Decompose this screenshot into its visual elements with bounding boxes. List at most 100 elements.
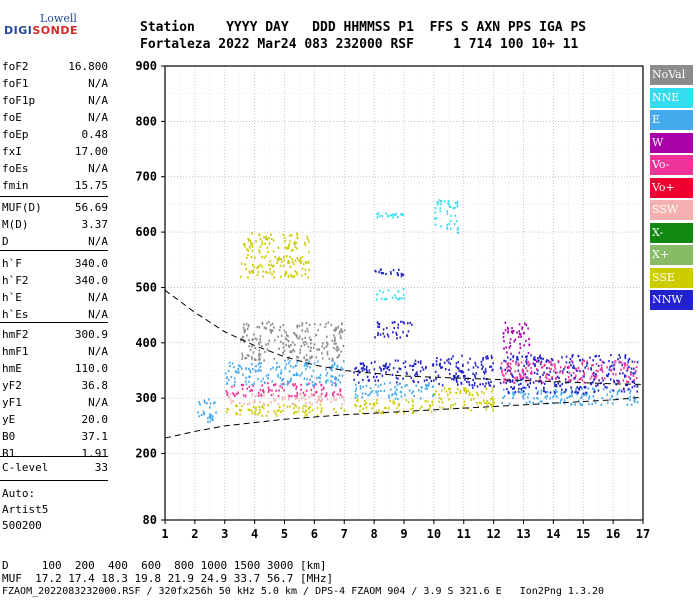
echo-dot [287,393,290,397]
echo-dot [252,384,254,387]
echo-dot [319,381,321,384]
echo-dot [377,325,379,328]
echo-dot [535,368,538,371]
echo-dot [370,391,372,394]
echo-dot [243,243,246,246]
echo-dot [225,390,228,393]
echo-dot [626,403,629,406]
echo-dot [450,357,453,360]
echo-dot [592,381,594,384]
echo-dot [493,385,495,388]
echo-dot [229,399,232,402]
echo-dot [313,386,315,389]
echo-dot [248,354,250,357]
echo-dot [449,362,452,365]
echo-dot [499,382,502,385]
echo-dot [296,233,299,236]
echo-dot [277,394,280,398]
echo-dot [331,339,334,342]
echo-dot [438,382,440,386]
echo-dot [319,403,322,406]
echo-dot [409,321,412,324]
echo-dot [304,361,307,365]
echo-dot [342,396,344,399]
echo-dot [251,412,254,415]
echo-dot [454,214,457,217]
echo-dot [592,395,595,398]
echo-dot [304,336,307,340]
echo-dot [592,359,594,362]
echo-dot [404,384,407,387]
echo-dot [288,261,291,264]
echo-dot [259,340,262,343]
echo-dot [393,321,396,324]
echo-dot [284,274,287,277]
param-row-13: h`E N/A [2,291,108,309]
echo-dot [488,384,491,387]
echo-dot [247,249,249,252]
echo-dot [301,274,303,277]
echo-dot [449,372,451,376]
echo-dot [439,396,441,400]
echo-dot [320,383,323,387]
echo-dot [304,402,307,405]
echo-dot [616,393,619,396]
echo-dot [540,389,543,392]
param-row-4: foEp 0.48 [2,128,108,146]
echo-dot [395,212,398,215]
echo-dot [329,366,332,369]
param-value: 33 [94,461,108,474]
echo-dot [396,370,399,373]
echo-dot [404,393,406,397]
param-separator [0,456,108,457]
echo-dot [627,361,629,364]
echo-dot [354,403,356,407]
echo-dot [278,409,280,412]
echo-dot [276,410,279,413]
echo-dot [564,399,566,402]
echo-dot [236,413,238,416]
echo-dot [246,327,249,331]
echo-dot [519,391,522,394]
echo-dot [375,410,378,413]
echo-dot [377,385,380,388]
echo-dot [361,412,364,415]
echo-dot [294,245,297,249]
echo-dot [512,394,515,397]
echo-dot [539,356,542,360]
echo-dot [246,353,249,357]
echo-dot [259,245,262,248]
echo-dot [264,381,266,384]
echo-dot [335,348,338,351]
x-tick-label: 13 [516,527,530,541]
echo-dot [609,390,611,393]
x-tick-label: 15 [576,527,590,541]
footer-file-line: FZAOM_2022083232000.RSF / 320fx256h 50 k… [2,586,605,597]
echo-dot [307,345,310,348]
echo-dot [585,391,587,394]
echo-dot [315,356,318,359]
echo-dot [629,391,631,394]
param-value: 3.37 [81,218,109,231]
echo-dot [261,395,264,398]
echo-dot [511,330,514,333]
echo-dot [522,390,525,393]
echo-dot [560,393,562,396]
echo-dot [382,291,385,294]
echo-dot [273,410,276,413]
echo-dot [557,359,560,363]
echo-dot [626,363,629,367]
echo-dot [245,248,248,251]
param-row-10: D N/A [2,235,108,253]
echo-dot [559,366,562,369]
echo-dot [325,379,327,383]
echo-dot [526,376,528,379]
echo-dot [610,395,613,398]
echo-dot [588,397,590,400]
echo-dot [485,387,488,390]
echo-dot [263,394,265,397]
echo-dot [367,379,370,382]
echo-dot [314,391,317,394]
legend-item-e: E [650,110,693,130]
echo-dot [510,385,512,389]
